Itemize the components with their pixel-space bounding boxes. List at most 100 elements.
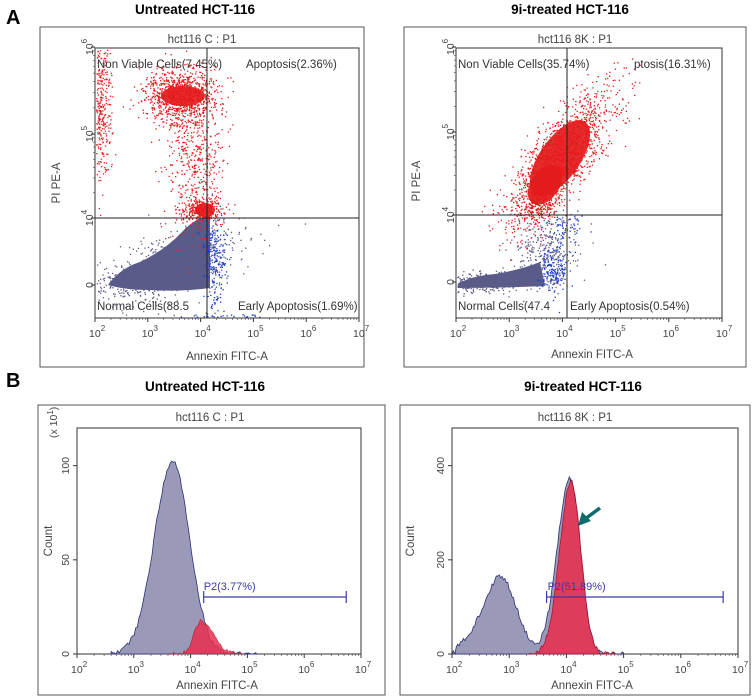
live-cell-dot [180, 274, 183, 276]
dead-cell-dot [194, 212, 196, 215]
live-cell-dot [172, 280, 174, 282]
dead-cell-dot [154, 118, 156, 120]
live-cell-dot [539, 282, 542, 284]
dead-cell-dot [195, 103, 197, 106]
dead-cell-dot [615, 129, 618, 132]
live-cell-dot [551, 251, 554, 253]
dead-cell-dot [197, 76, 199, 78]
live-cell-dot [159, 265, 161, 268]
dead-cell-dot [518, 198, 520, 200]
dead-cell-dot [170, 123, 172, 125]
live-cell-dot [136, 250, 138, 252]
dead-cell-dot [186, 211, 188, 213]
dead-cell-dot [110, 72, 112, 74]
live-cell-dot [533, 269, 535, 271]
dead-cell-dot [175, 208, 177, 210]
dead-cell-dot [218, 132, 220, 135]
dead-cell-dot [170, 163, 172, 166]
dead-cell-dot [198, 187, 200, 189]
live-cell-dot [230, 231, 233, 233]
live-cell-dot [179, 256, 181, 258]
live-cell-dot [579, 253, 582, 255]
early-apoptosis-dot [203, 316, 205, 318]
live-cell-dot [542, 249, 544, 251]
live-cell-dot [214, 243, 217, 246]
dead-cell-dot [165, 106, 167, 108]
early-apoptosis-dot [576, 232, 578, 234]
live-cell-dot [180, 269, 183, 272]
early-apoptosis-dot [212, 235, 214, 237]
dead-cell-dot [107, 53, 109, 55]
early-apoptosis-dot [215, 258, 217, 260]
live-cell-dot [195, 248, 197, 250]
dead-cell-dot [599, 120, 601, 122]
dead-cell-dot [569, 191, 571, 194]
live-cell-dot [180, 280, 182, 283]
dead-cell-dot [216, 214, 219, 216]
live-cell-dot [142, 268, 144, 271]
live-cell-dot [517, 249, 520, 251]
early-apoptosis-dot [193, 315, 196, 317]
dead-cell-dot [214, 205, 216, 208]
live-cell-dot [190, 253, 192, 255]
dead-cell-dot [171, 85, 174, 87]
live-cell-dot [103, 280, 105, 282]
live-cell-dot [204, 280, 206, 282]
dead-cell-dot [199, 71, 201, 73]
dead-cell-dot [596, 126, 598, 128]
live-cell-dot [107, 276, 109, 278]
dead-cell-dot [585, 94, 588, 97]
live-cell-dot [247, 266, 249, 268]
live-cell-dot [204, 269, 206, 271]
live-cell-dot [536, 264, 538, 266]
live-cell-dot [466, 287, 469, 289]
early-apoptosis-dot [550, 268, 553, 271]
live-cell-dot [210, 244, 212, 246]
dead-cell-dot [105, 170, 107, 172]
dead-cell-dot [192, 209, 195, 211]
dead-cell-dot [215, 102, 217, 105]
dead-cell-dot [167, 80, 169, 82]
dead-cell-dot [210, 156, 212, 158]
live-cell-dot [141, 243, 143, 245]
dead-cell-dot [215, 141, 217, 144]
early-apoptosis-dot [550, 241, 553, 243]
live-cell-dot [201, 269, 203, 271]
early-apoptosis-dot [214, 261, 216, 263]
live-cell-dot [200, 266, 202, 268]
dead-cell-dot [593, 152, 595, 154]
dead-cell-dot [196, 83, 198, 85]
live-cell-dot [155, 251, 157, 253]
dead-cell-dot [150, 99, 152, 101]
dead-cell-dot [195, 73, 197, 75]
dead-cell-dot [587, 103, 589, 105]
dead-cell-dot [537, 222, 539, 224]
live-cell-dot [556, 263, 558, 266]
dead-cell-dot [147, 83, 149, 85]
early-apoptosis-dot [552, 269, 555, 271]
live-cell-dot [127, 272, 130, 274]
dead-cell-dot [597, 90, 599, 93]
dead-cell-dot [570, 183, 573, 185]
live-cell-dot [185, 247, 188, 249]
live-cell-dot [137, 278, 140, 280]
dead-cell-dot [171, 86, 173, 88]
dead-cell-dot [100, 158, 102, 160]
dead-cell-dot [221, 223, 223, 226]
live-cell-dot [572, 260, 575, 262]
dead-cell-dot [518, 176, 520, 178]
dead-cell-dot [109, 104, 112, 106]
dead-cell-dot [562, 118, 564, 120]
dead-cell-dot [108, 78, 111, 80]
live-cell-dot [207, 256, 209, 258]
dead-cell-dot [194, 187, 196, 189]
live-cell-dot [304, 223, 307, 225]
dead-cell-dot [194, 196, 197, 198]
dead-cell-dot [213, 172, 215, 174]
live-cell-dot [164, 268, 167, 270]
dead-cell-dot [196, 132, 198, 134]
live-cell-dot [97, 264, 99, 266]
live-cell-dot [530, 244, 532, 246]
dead-cell-dot [192, 218, 194, 220]
dead-cell-dot [203, 115, 205, 118]
